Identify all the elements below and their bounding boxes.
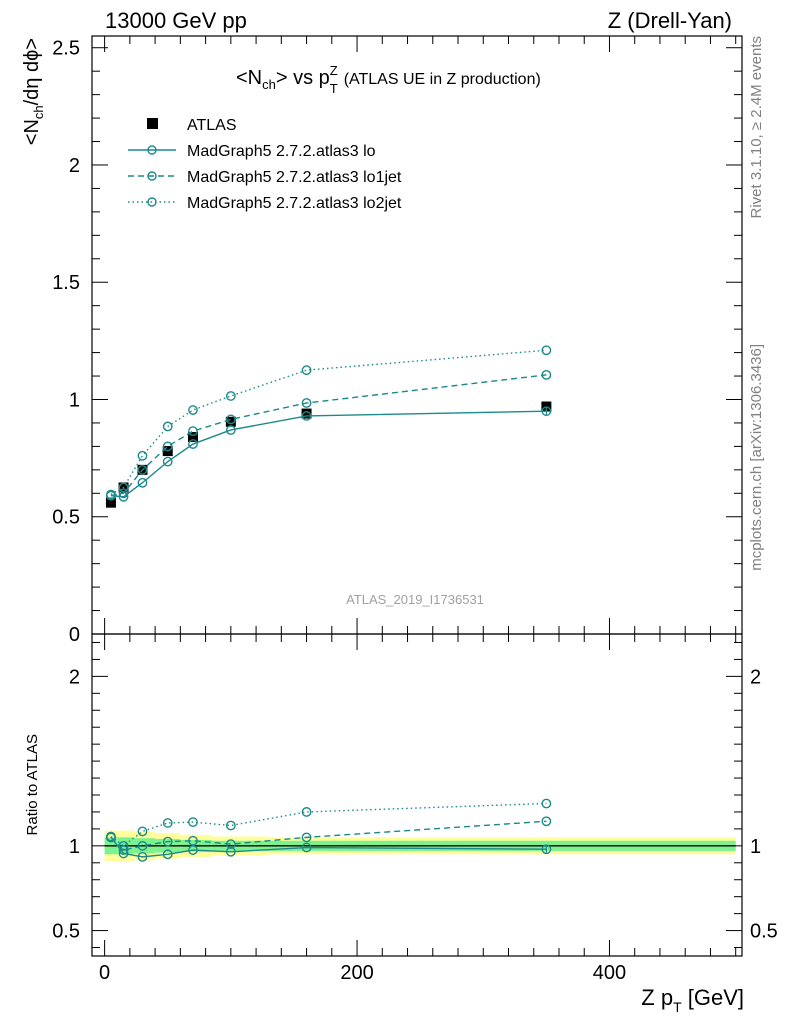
ratio-y-tick-label-right: 1	[750, 836, 761, 858]
legend-entry-lo1jet: MadGraph5 2.7.2.atlas3 lo1jet	[128, 169, 402, 186]
main-marker-solid	[137, 477, 148, 488]
main-line-dotted	[110, 349, 547, 496]
main-marker-dashed	[541, 369, 552, 380]
analysis-watermark: ATLAS_2019_I1736531	[346, 592, 484, 607]
main-marker-solid	[225, 425, 236, 435]
ratio-marker-solid	[188, 845, 198, 855]
main-marker-solid	[162, 456, 173, 467]
main-marker-dotted	[188, 405, 198, 415]
legend-lo1jet-marker	[147, 171, 157, 181]
chart-title: <Nch> vs pZ T(ATLAS UE in Z production)	[236, 63, 541, 96]
ratio-y-tick-label-right: 2	[750, 666, 761, 688]
x-tick-label: 0	[99, 962, 110, 984]
ratio-marker-dashed	[137, 840, 148, 851]
rivet-label: Rivet 3.1.10, ≥ 2.4M events	[748, 36, 765, 219]
ratio-marker-dotted	[162, 818, 173, 828]
ratio-panel-frame	[91, 633, 743, 957]
main-marker-dashed	[301, 398, 312, 408]
main-marker-dotted	[162, 421, 173, 432]
ratio-marker-solid	[118, 848, 129, 859]
ratio-marker-solid	[301, 842, 312, 853]
ratio-marker-solid	[162, 849, 173, 860]
main-marker-dotted	[137, 450, 148, 461]
legend-atlas-marker	[147, 118, 158, 129]
chart-marks: 0 200 400 0 0.5 1 1.5 2 2.5 0.5 0.5 1 1 2 2	[52, 35, 778, 984]
x-tick-label: 400	[593, 962, 626, 984]
main-marker-solid	[188, 439, 198, 449]
main-marker-solid	[301, 411, 312, 421]
main-y-tick-label: 0.5	[52, 507, 80, 529]
ratio-y-tick-label: 2	[69, 666, 80, 688]
legend: ATLAS MadGraph5 2.7.2.atlas3 lo MadGraph…	[128, 117, 402, 212]
main-line-dashed	[110, 374, 547, 497]
main-marker-dotted	[106, 489, 116, 500]
ratio-marker-solid	[137, 851, 148, 862]
main-y-tick-label: 2	[69, 155, 80, 177]
atlas-data-point	[187, 432, 198, 443]
main-marker-dashed	[162, 441, 173, 452]
ratio-marker-dotted	[301, 807, 312, 817]
main-y-tick-label: 2.5	[52, 38, 80, 60]
atlas-data-point	[301, 408, 312, 419]
main-marker-dashed	[225, 414, 236, 425]
ratio-marker-dotted	[188, 817, 198, 828]
ratio-marker-dashed	[188, 835, 198, 846]
header-left: 13000 GeV pp	[105, 8, 247, 33]
ratio-y-tick-label-right: 0.5	[750, 921, 778, 943]
ratio-line-solid	[110, 836, 547, 858]
main-marker-dotted	[301, 365, 312, 376]
x-axis-label: Z pT [GeV]	[641, 985, 744, 1015]
ratio-marker-solid	[225, 846, 236, 857]
legend-lo-label: MadGraph5 2.7.2.atlas3 lo	[187, 143, 376, 160]
legend-entry-lo2jet: MadGraph5 2.7.2.atlas3 lo2jet	[128, 195, 402, 212]
main-marker-dotted	[225, 391, 236, 401]
header-right: Z (Drell-Yan)	[608, 8, 732, 33]
legend-entry-atlas: ATLAS	[147, 117, 237, 134]
ratio-marker-dashed	[541, 816, 552, 827]
legend-entry-lo: MadGraph5 2.7.2.atlas3 lo	[128, 143, 376, 160]
legend-lo2jet-label: MadGraph5 2.7.2.atlas3 lo2jet	[187, 195, 402, 212]
ratio-marker-dotted	[225, 820, 236, 831]
legend-atlas-label: ATLAS	[187, 117, 237, 134]
ratio-marker-dotted	[137, 826, 148, 837]
atlas-data-point	[105, 497, 116, 508]
mcplots-label: mcplots.cern.ch [arXiv:1306.3436]	[748, 344, 765, 571]
main-marker-dashed	[118, 488, 129, 499]
x-tick-label: 200	[340, 962, 373, 984]
ratio-marker-solid	[541, 844, 552, 855]
ratio-y-tick-label: 1	[69, 836, 80, 858]
atlas-data-point	[225, 416, 236, 427]
ratio-marker-dashed	[118, 845, 129, 855]
main-y-axis-label: <Nch/dη dϕ>	[21, 38, 46, 145]
legend-lo-marker	[147, 145, 157, 155]
main-line-solid	[110, 410, 547, 498]
ratio-y-axis-label: Ratio to ATLAS	[24, 734, 41, 835]
ratio-marker-dotted	[118, 840, 129, 851]
main-y-tick-label: 0	[69, 624, 80, 646]
ratio-marker-dashed	[225, 839, 236, 850]
ratio-marker-dotted	[541, 798, 552, 809]
ratio-y-tick-label: 0.5	[52, 921, 80, 943]
legend-lo1jet-label: MadGraph5 2.7.2.atlas3 lo1jet	[187, 169, 402, 186]
main-marker-dotted	[541, 345, 552, 356]
main-marker-dashed	[137, 464, 148, 475]
ratio-marker-dashed	[162, 836, 173, 847]
main-marker-dashed	[188, 426, 198, 437]
main-y-tick-label: 1	[69, 389, 80, 411]
legend-lo2jet-marker	[147, 197, 157, 207]
main-y-tick-label: 1.5	[52, 272, 80, 294]
ratio-marker-dashed	[301, 832, 312, 843]
ratio-marker-dotted	[106, 831, 116, 842]
main-marker-dotted	[118, 482, 129, 493]
